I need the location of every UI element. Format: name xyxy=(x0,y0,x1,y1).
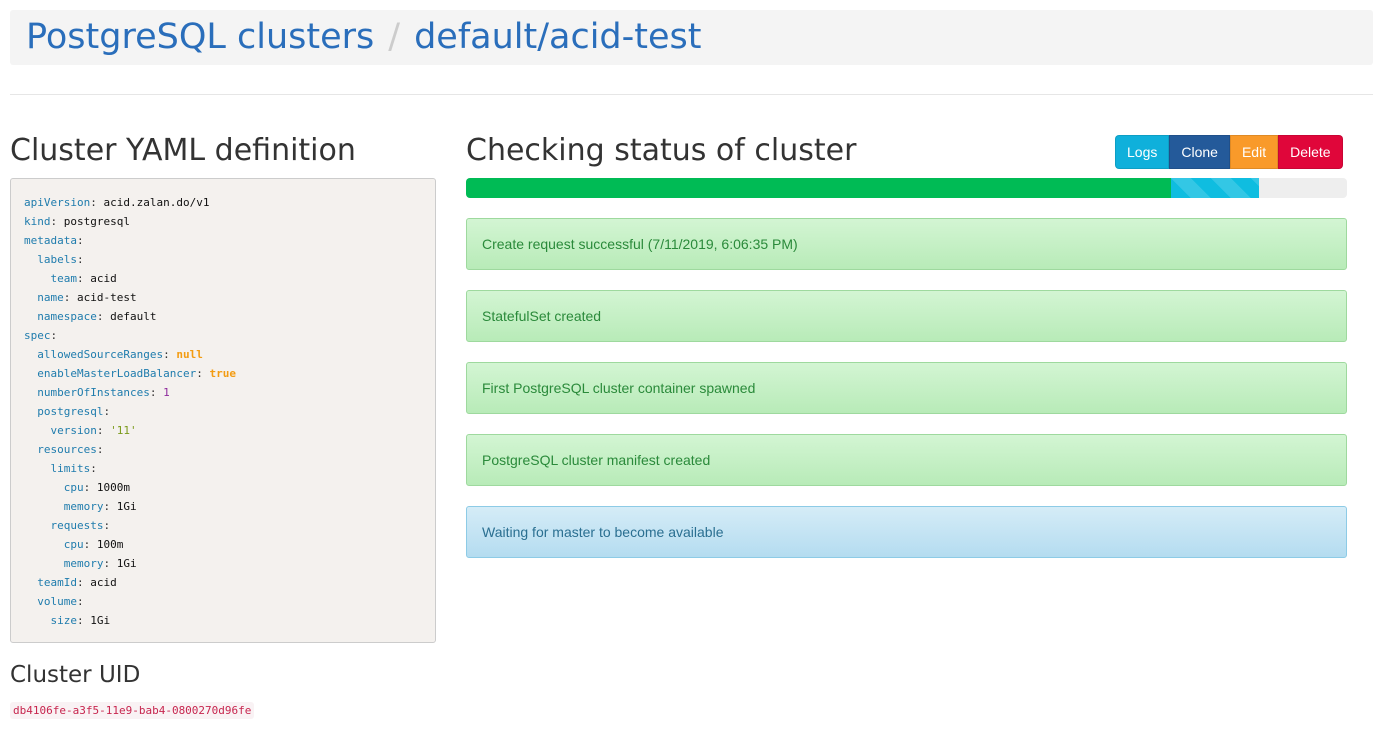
yaml-line: size: 1Gi xyxy=(50,614,111,627)
status-alert-success: Create request successful (7/11/2019, 6:… xyxy=(466,218,1347,270)
yaml-value: acid.zalan.do/v1 xyxy=(103,196,210,209)
status-alert-success: StatefulSet created xyxy=(466,290,1347,342)
status-alert-success: PostgreSQL cluster manifest created xyxy=(466,434,1347,486)
yaml-key: allowedSourceRanges xyxy=(37,348,164,361)
yaml-key: spec xyxy=(24,329,51,342)
yaml-line: spec: xyxy=(24,329,58,342)
yaml-key: enableMasterLoadBalancer xyxy=(37,367,197,380)
yaml-line: namespace: default xyxy=(37,310,157,323)
progress-active-segment xyxy=(1170,178,1259,198)
yaml-key: limits xyxy=(50,462,91,475)
uid-title: Cluster UID xyxy=(10,662,141,688)
yaml-key: numberOfInstances xyxy=(37,386,150,399)
yaml-key: metadata xyxy=(24,234,77,247)
yaml-key: cpu xyxy=(63,481,84,494)
yaml-line: requests: xyxy=(50,519,111,532)
yaml-value: 1000m xyxy=(96,481,130,494)
yaml-definition: apiVersion: acid.zalan.do/v1 kind: postgr… xyxy=(10,178,436,643)
status-alert-success: First PostgreSQL cluster container spawn… xyxy=(466,362,1347,414)
action-buttons: Logs Clone Edit Delete xyxy=(1115,135,1343,169)
yaml-line: teamId: acid xyxy=(37,576,117,589)
yaml-key: resources xyxy=(37,443,97,456)
logs-button[interactable]: Logs xyxy=(1115,135,1170,169)
yaml-line: limits: xyxy=(50,462,97,475)
yaml-key: requests xyxy=(50,519,104,532)
status-progress-bar xyxy=(466,178,1347,198)
yaml-value: null xyxy=(176,348,203,361)
yaml-line: version: '11' xyxy=(50,424,137,437)
yaml-key: labels xyxy=(37,253,77,266)
yaml-value: acid-test xyxy=(77,291,137,304)
yaml-key: memory xyxy=(63,500,104,513)
yaml-key: apiVersion xyxy=(24,196,91,209)
delete-button[interactable]: Delete xyxy=(1278,135,1343,169)
yaml-value: 1Gi xyxy=(90,614,111,627)
yaml-value: true xyxy=(209,367,236,380)
yaml-line: apiVersion: acid.zalan.do/v1 xyxy=(24,196,210,209)
yaml-title: Cluster YAML definition xyxy=(10,133,356,168)
yaml-key: version xyxy=(50,424,97,437)
yaml-key: size xyxy=(50,614,78,627)
yaml-line: volume: xyxy=(37,595,84,608)
yaml-key: volume xyxy=(37,595,77,608)
breadcrumb: PostgreSQL clusters / default/acid-test xyxy=(10,10,1373,65)
yaml-line: metadata: xyxy=(24,234,84,247)
yaml-value: acid xyxy=(90,576,117,589)
status-alert-info: Waiting for master to become available xyxy=(466,506,1347,558)
yaml-line: labels: xyxy=(37,253,84,266)
yaml-key: postgresql xyxy=(37,405,104,418)
yaml-line: postgresql: xyxy=(37,405,111,418)
breadcrumb-clusters-link[interactable]: PostgreSQL clusters xyxy=(26,17,375,57)
yaml-value: 1Gi xyxy=(116,500,137,513)
yaml-line: enableMasterLoadBalancer: true xyxy=(37,367,236,380)
yaml-line: memory: 1Gi xyxy=(63,500,137,513)
cluster-uid: db4106fe-a3f5-11e9-bab4-0800270d96fe xyxy=(10,702,255,719)
yaml-value: 1Gi xyxy=(116,557,137,570)
yaml-value: '11' xyxy=(110,424,137,437)
yaml-key: team xyxy=(50,272,78,285)
yaml-value: default xyxy=(110,310,157,323)
yaml-line: name: acid-test xyxy=(37,291,137,304)
yaml-value: 100m xyxy=(96,538,124,551)
yaml-line: kind: postgresql xyxy=(24,215,130,228)
yaml-key: teamId xyxy=(37,576,77,589)
yaml-key: namespace xyxy=(37,310,97,323)
yaml-line: numberOfInstances: 1 xyxy=(37,386,170,399)
status-title: Checking status of cluster xyxy=(466,133,857,168)
yaml-key: kind xyxy=(24,215,51,228)
progress-success-segment xyxy=(466,178,1171,198)
yaml-key: memory xyxy=(63,557,104,570)
breadcrumb-separator: / xyxy=(388,17,401,57)
yaml-key: cpu xyxy=(63,538,84,551)
breadcrumb-current-link[interactable]: default/acid-test xyxy=(414,17,702,57)
yaml-line: resources: xyxy=(37,443,104,456)
divider xyxy=(10,94,1373,95)
yaml-line: memory: 1Gi xyxy=(63,557,137,570)
yaml-value: 1 xyxy=(163,386,170,399)
yaml-line: team: acid xyxy=(50,272,117,285)
yaml-line: cpu: 100m xyxy=(63,538,124,551)
yaml-value: acid xyxy=(90,272,117,285)
yaml-line: cpu: 1000m xyxy=(63,481,130,494)
yaml-key: name xyxy=(37,291,64,304)
edit-button[interactable]: Edit xyxy=(1229,135,1279,169)
yaml-line: allowedSourceRanges: null xyxy=(37,348,203,361)
yaml-value: postgresql xyxy=(63,215,130,228)
clone-button[interactable]: Clone xyxy=(1169,135,1230,169)
